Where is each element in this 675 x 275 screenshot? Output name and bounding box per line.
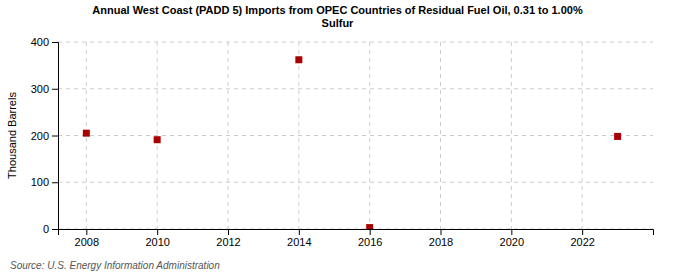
x-tick-mark <box>299 229 300 235</box>
y-tick: 400 <box>31 36 58 48</box>
y-tick-mark <box>52 136 58 137</box>
y-tick-mark <box>52 182 58 183</box>
x-tick: 2014 <box>287 229 311 248</box>
y-grid-line <box>58 88 653 89</box>
grid <box>58 42 653 229</box>
y-tick-label: 100 <box>31 176 49 188</box>
x-axis: 2008 2010 2012 2014 2016 2018 2020 2022 <box>59 229 654 248</box>
point <box>295 56 302 63</box>
x-tick: 2008 <box>75 229 99 248</box>
y-tick-mark <box>52 89 58 90</box>
x-grid-line <box>440 42 441 229</box>
y-grid-line <box>58 182 653 183</box>
x-tick-label: 2020 <box>500 236 524 248</box>
x-tick-mark <box>157 229 158 235</box>
x-tick-label: 2018 <box>429 236 453 248</box>
x-tick: 2018 <box>429 229 453 248</box>
title: Annual West Coast (PADD 5) Imports from … <box>92 4 583 29</box>
x-tick-mark <box>511 229 512 235</box>
x-tick-mark <box>441 229 442 235</box>
y-axis: 0 100 200 300 400 <box>31 36 59 235</box>
y-tick-label: 0 <box>43 223 49 235</box>
x-tick: 2022 <box>570 229 594 248</box>
y-axis-label: Thousand Barrels <box>6 92 18 179</box>
y-tick: 100 <box>31 176 58 188</box>
x-tick-label: 2008 <box>75 236 99 248</box>
x-tick: 2010 <box>145 229 169 248</box>
y-tick-mark <box>52 42 58 43</box>
plot: 2008 2010 2012 2014 2016 2018 2020 2022 0 100 200 3… <box>31 36 654 248</box>
y-tick-label: 400 <box>31 36 49 48</box>
point <box>154 136 161 143</box>
x-tick-label: 2016 <box>358 236 382 248</box>
y-axis-line <box>52 43 59 230</box>
x-tick: 2020 <box>500 229 524 248</box>
x-tick-mark <box>86 229 87 235</box>
y-tick: 200 <box>31 130 58 142</box>
y-tick: 0 <box>43 223 58 235</box>
x-tick: 2012 <box>216 229 240 248</box>
x-grid-line <box>511 42 512 229</box>
x-tick-mark <box>370 229 371 235</box>
y-grid-line <box>58 42 653 43</box>
y-tick: 300 <box>31 83 58 95</box>
y-tick-mark <box>52 229 58 230</box>
point <box>366 224 373 229</box>
annotation: Source: U.S. Energy Information Administ… <box>10 260 220 271</box>
y-tick-label: 200 <box>31 130 49 142</box>
x-tick-mark <box>582 229 583 235</box>
x-tick-label: 2012 <box>216 236 240 248</box>
x-tick: 2016 <box>358 229 382 248</box>
points <box>83 56 621 229</box>
x-tick-label: 2014 <box>287 236 311 248</box>
x-tick-label: 2010 <box>145 236 169 248</box>
point <box>614 133 621 140</box>
chart: 2008 2010 2012 2014 2016 2018 2020 2022 0 100 200 3… <box>0 0 675 275</box>
y-tick-label: 300 <box>31 83 49 95</box>
point <box>83 130 90 137</box>
x-tick-mark <box>228 229 229 235</box>
y-grid-line <box>58 135 653 136</box>
x-axis-line <box>59 230 654 236</box>
x-tick-label: 2022 <box>570 236 594 248</box>
